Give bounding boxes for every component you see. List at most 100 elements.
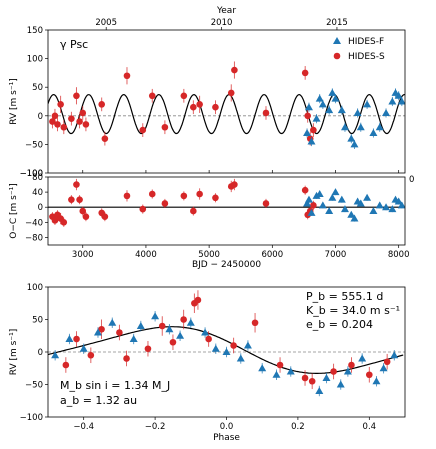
data-point [340, 205, 349, 213]
y-axis-label: O−C [m s⁻¹] [9, 183, 19, 238]
data-point [366, 371, 373, 379]
y-axis-label: RV [m s⁻¹] [9, 329, 19, 375]
data-point [176, 331, 185, 339]
data-point [87, 351, 95, 359]
data-point [73, 181, 80, 188]
x-tick-label: 3000 [72, 250, 94, 260]
data-point [375, 123, 384, 131]
data-point [276, 361, 284, 369]
y-tick-label: 40 [32, 188, 43, 198]
semimajor-axis-annotation: a_b = 1.32 au [60, 394, 137, 407]
data-point [369, 207, 378, 214]
data-point [318, 100, 327, 108]
x-axis-label: BJD − 2450000 [192, 260, 261, 270]
data-point [307, 208, 316, 216]
phase-panel: −100 −50 0 50 100 −0.4 −0.2 0.0 0.2 0.4 Phase RV [m… [9, 283, 406, 443]
data-point [196, 101, 203, 108]
data-point [73, 335, 80, 343]
eccentricity-annotation: e_b = 0.204 [306, 318, 373, 331]
data-point [388, 97, 397, 105]
data-point [328, 193, 337, 201]
data-point [286, 367, 295, 375]
data-point [51, 112, 59, 120]
data-point [165, 325, 174, 333]
data-point [322, 374, 331, 381]
legend: HIDES-F HIDES-S [333, 37, 385, 62]
data-point [236, 354, 245, 362]
series-hides-s [62, 290, 391, 390]
data-point [79, 109, 87, 117]
data-point [262, 109, 270, 117]
mass-annotation: M_b sin i = 1.34 M_J [60, 379, 170, 392]
data-point [196, 190, 203, 198]
data-point [383, 358, 391, 366]
y-tick-label: 0 [38, 203, 43, 213]
data-point [337, 195, 346, 203]
y-tick-label: 50 [32, 83, 43, 93]
data-point [60, 219, 68, 226]
x-tick-label: 5000 [198, 250, 220, 260]
data-point [337, 106, 346, 114]
data-point [68, 196, 75, 203]
data-point [397, 97, 405, 105]
y-tick-label: 0 [38, 112, 43, 122]
data-point [79, 207, 87, 215]
y-tick-label: −50 [25, 140, 43, 150]
data-point [227, 89, 235, 97]
data-point [65, 335, 74, 342]
top-axis-label: Year [216, 6, 236, 16]
data-point [315, 94, 324, 102]
data-point [101, 213, 109, 220]
axes-frame [47, 176, 406, 246]
data-point [230, 342, 237, 349]
legend-label-hides-f: HIDES-F [348, 37, 384, 47]
data-point [82, 121, 90, 128]
data-point [301, 69, 309, 77]
data-point [54, 121, 61, 128]
data-point [304, 112, 311, 120]
axes-frame [47, 29, 406, 174]
data-point [76, 196, 83, 203]
data-point [180, 316, 187, 323]
residuals-panel: −80 −40 0 40 80 3000 4000 5000 6000 7000 8000 −100 0… [9, 169, 414, 270]
data-point [98, 325, 105, 333]
series-hides-f [303, 88, 405, 149]
data-point [139, 126, 147, 134]
data-point [180, 92, 188, 100]
period-annotation: P_b = 555.1 d [306, 290, 383, 303]
data-point [331, 94, 340, 102]
data-point [312, 191, 321, 199]
data-point [318, 201, 327, 209]
y-tick-label: 80 [32, 173, 43, 183]
legend-marker-hides-s [333, 52, 341, 60]
data-point [57, 101, 64, 108]
x-tick-label: −0.2 [145, 422, 166, 432]
data-point [325, 106, 334, 114]
x-axis-label: Phase [213, 433, 240, 443]
series-hides-s [49, 61, 317, 146]
data-point [315, 190, 324, 197]
data-point [397, 201, 405, 209]
data-point [328, 88, 337, 96]
data-point [343, 367, 352, 375]
data-point [251, 319, 259, 327]
data-point [372, 377, 381, 385]
y-tick-label: −100 [20, 413, 43, 423]
data-point [129, 335, 138, 342]
data-point [231, 66, 238, 74]
data-point [108, 318, 117, 326]
data-point [136, 322, 145, 329]
y-tick-label: −50 [25, 381, 43, 391]
stray-tick-label: −100 [20, 169, 43, 179]
data-point [169, 338, 177, 346]
data-point [158, 322, 166, 330]
x-tick-label: 7000 [325, 250, 347, 260]
data-point [301, 186, 309, 194]
data-point [139, 205, 147, 213]
data-point [161, 200, 169, 207]
data-point [123, 192, 131, 200]
y-tick-label: −80 [25, 233, 43, 243]
data-point [382, 108, 391, 116]
data-point [62, 361, 70, 369]
x-tick-label: −0.4 [73, 422, 94, 432]
